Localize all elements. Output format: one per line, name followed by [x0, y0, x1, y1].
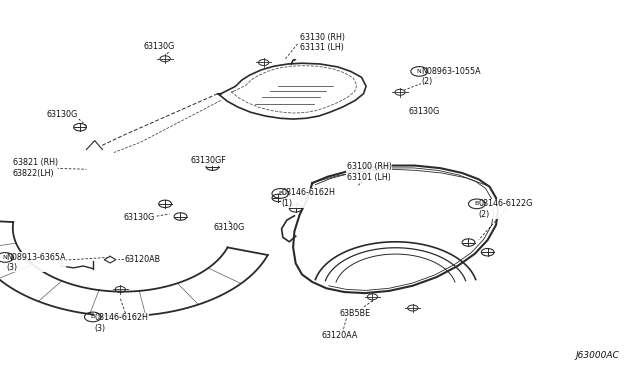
- Text: B: B: [91, 314, 95, 320]
- Text: 63B5BE: 63B5BE: [339, 309, 371, 318]
- Text: 63100 (RH)
63101 (LH): 63100 (RH) 63101 (LH): [347, 162, 392, 182]
- Text: N: N: [417, 69, 422, 74]
- Text: 63130G: 63130G: [143, 42, 174, 51]
- Text: N08963-1055A
(2): N08963-1055A (2): [421, 67, 481, 86]
- Text: 63821 (RH)
63822(LH): 63821 (RH) 63822(LH): [13, 158, 58, 178]
- Text: 63130G: 63130G: [408, 107, 440, 116]
- Text: 63130G: 63130G: [124, 213, 155, 222]
- Text: 08146-6162H
(3): 08146-6162H (3): [95, 313, 148, 333]
- Text: N: N: [3, 255, 8, 260]
- Text: 63120AB: 63120AB: [125, 255, 161, 264]
- Text: 63130G: 63130G: [46, 110, 77, 119]
- Text: 63120AA: 63120AA: [321, 331, 358, 340]
- Text: B: B: [278, 191, 282, 196]
- Text: J63000AC: J63000AC: [576, 351, 620, 360]
- Text: 63130GF: 63130GF: [191, 156, 227, 165]
- Text: 08146-6122G
(2): 08146-6122G (2): [479, 199, 533, 219]
- Text: N08913-6365A
(3): N08913-6365A (3): [6, 253, 66, 272]
- Text: 08146-6162H
(1): 08146-6162H (1): [282, 188, 335, 208]
- Text: 63130G: 63130G: [214, 223, 244, 232]
- Text: B: B: [475, 201, 479, 206]
- Text: 63130 (RH)
63131 (LH): 63130 (RH) 63131 (LH): [300, 33, 344, 52]
